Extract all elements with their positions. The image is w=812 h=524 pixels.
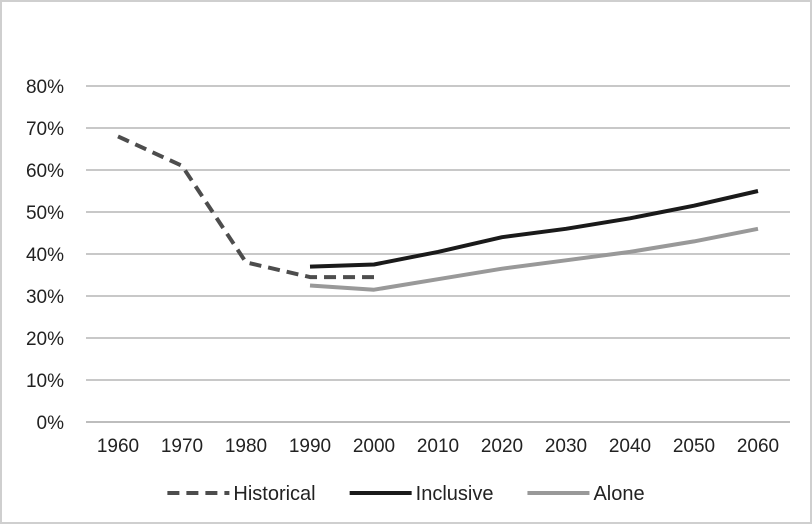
x-tick-label: 2020	[481, 436, 523, 457]
x-tick-label: 2010	[417, 436, 459, 457]
y-tick-label: 40%	[26, 245, 64, 266]
series-lines	[117, 134, 759, 292]
x-tick-label: 1970	[161, 436, 203, 457]
legend-label: Inclusive	[416, 483, 494, 505]
y-tick-label: 60%	[26, 161, 64, 182]
gridlines	[86, 85, 790, 423]
x-tick-label: 2050	[673, 436, 715, 457]
legend-label: Historical	[233, 483, 315, 505]
x-axis-labels: 1960 1970 1980 1990 2000 2010 2020 2030 2040 2050…	[97, 436, 779, 457]
series-line-historical	[117, 134, 374, 280]
x-tick-label: 2060	[737, 436, 779, 457]
y-tick-label: 30%	[26, 287, 64, 308]
legend-label: Alone	[593, 483, 644, 505]
legend: Historical Inclusive Alone	[167, 483, 645, 505]
y-tick-label: 0%	[37, 413, 65, 434]
y-tick-label: 50%	[26, 203, 64, 224]
x-tick-label: 1960	[97, 436, 139, 457]
y-tick-label: 70%	[26, 119, 64, 140]
y-tick-label: 80%	[26, 77, 64, 98]
y-tick-label: 10%	[26, 371, 64, 392]
legend-item-alone: Alone	[527, 483, 645, 505]
x-tick-label: 2000	[353, 436, 395, 457]
series-line-inclusive	[309, 189, 759, 269]
legend-item-historical: Historical	[167, 483, 316, 505]
x-tick-label: 1990	[289, 436, 331, 457]
series-line-alone	[309, 226, 759, 292]
y-tick-label: 20%	[26, 329, 64, 350]
x-tick-label: 2030	[545, 436, 587, 457]
y-axis-labels: 0% 10% 20% 30% 40% 50% 60% 70% 80%	[26, 77, 64, 434]
legend-item-inclusive: Inclusive	[349, 483, 494, 505]
x-tick-label: 2040	[609, 436, 651, 457]
x-tick-label: 1980	[225, 436, 267, 457]
